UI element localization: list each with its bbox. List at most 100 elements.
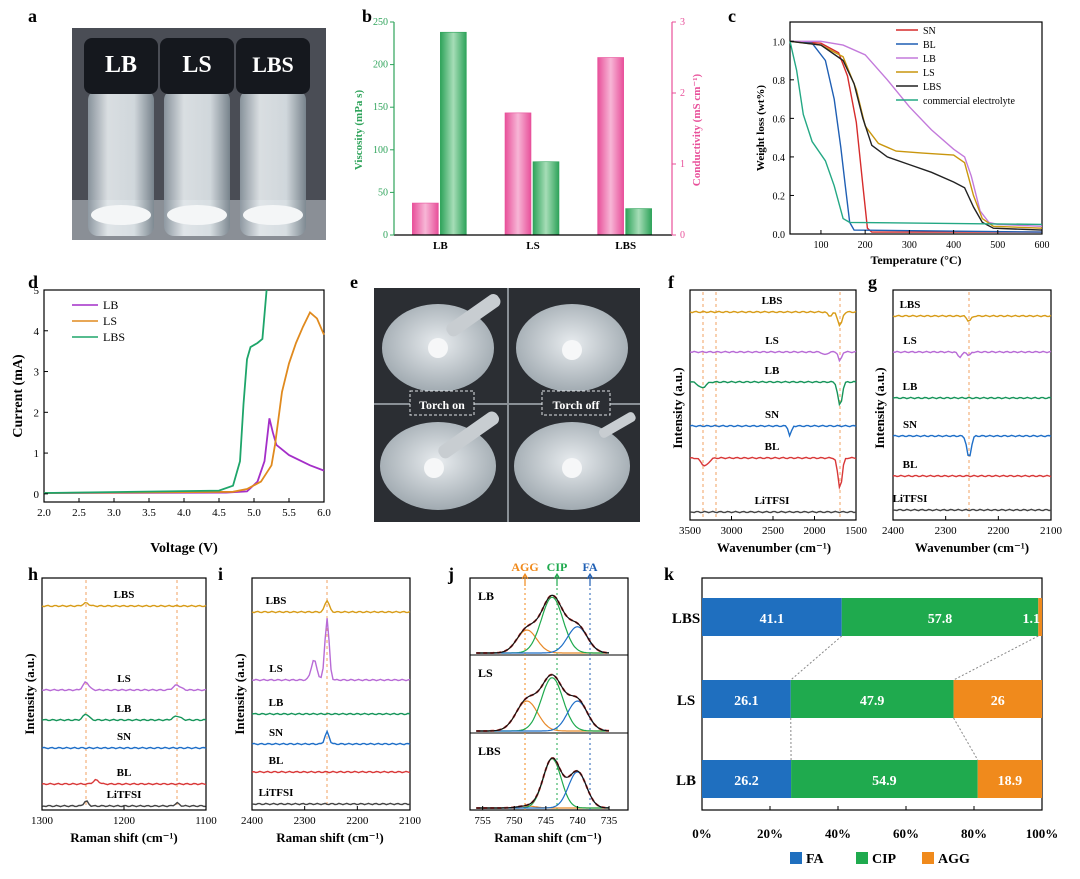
c-xlabel: Temperature (°C) — [870, 253, 961, 267]
trace-label-bl: BL — [117, 767, 132, 779]
xtick-label: 6.0 — [317, 507, 331, 519]
f-xlabel: Wavenumber (cm⁻¹) — [717, 540, 831, 555]
xtick-label: 1500 — [845, 525, 868, 537]
legend-label: LB — [923, 54, 936, 65]
xtick-label: 3.5 — [142, 507, 156, 519]
xtick-label: 5.0 — [247, 507, 261, 519]
xtick-label: 3000 — [721, 525, 744, 537]
bar-agg-ls — [953, 680, 1042, 718]
trace-ls — [251, 618, 411, 682]
svg-text:i: i — [218, 564, 223, 584]
trace-label-litfsi: LiTFSI — [259, 787, 294, 799]
bar-conductivity-lb — [412, 202, 439, 236]
fit-sum — [476, 594, 609, 654]
trace-ls — [689, 350, 857, 363]
trace-label-lb: LB — [117, 703, 132, 715]
panel-e-photo: Torch on Torch off — [374, 288, 640, 522]
connector — [953, 635, 1039, 681]
value-agg-ls: 26 — [991, 694, 1005, 709]
trace-label-bl: BL — [903, 459, 918, 471]
peak-arrow — [521, 572, 529, 586]
xtick-label: 2000 — [804, 525, 827, 537]
trace-label-litfsi: LiTFSI — [755, 495, 790, 507]
raw-spectrum — [476, 594, 609, 654]
svg-text:j: j — [447, 564, 454, 584]
xtick-label: 4.0 — [177, 507, 191, 519]
trace-label-litfsi: LiTFSI — [893, 493, 928, 505]
trace-litfsi — [251, 802, 411, 806]
legend-label: commercial electrolyte — [923, 96, 1015, 107]
bar-viscosity-ls — [532, 161, 560, 236]
xtick-label: 500 — [990, 240, 1005, 251]
xtick-label: 750 — [506, 815, 523, 827]
trace-label-sn: SN — [765, 409, 779, 421]
vial-label-lb: LB — [105, 52, 137, 78]
trace-label-ls: LS — [117, 673, 130, 685]
trace-lb — [41, 713, 207, 722]
xtick-label: 1100 — [195, 815, 217, 827]
bar-conductivity-ls — [504, 112, 532, 236]
b-ylabel2: Conductivity (mS cm⁻¹) — [691, 73, 703, 186]
legend-label: LS — [923, 68, 935, 79]
trace-ls — [892, 350, 1052, 359]
vial-lbs: LBS — [236, 38, 310, 236]
trace-label-ls: LS — [903, 335, 916, 347]
value-fa-lb: 26.2 — [734, 774, 759, 789]
panel-f-chart: LBS LS LB SN BL LiTFSI 3500 3000 2500 2000 1500 W… — [670, 289, 868, 555]
panel-h-chart: LBS LS LB SN BL LiTFSI 1300 1200 1100 Raman shi… — [22, 577, 217, 845]
b-ytick2-label: 1 — [680, 159, 685, 170]
bar-fa-lb — [702, 760, 792, 798]
xtick-label: 740 — [569, 815, 586, 827]
fit-cip — [476, 758, 609, 809]
xtick-label: 40% — [825, 826, 851, 841]
xtick-label: 300 — [902, 240, 917, 251]
ytick-label: 3 — [34, 367, 40, 379]
series-lb — [790, 40, 1043, 227]
trace-sn — [689, 424, 857, 438]
legend-label: LBS — [923, 82, 941, 93]
xtick-label: 2300 — [294, 815, 317, 827]
xtick-label: 3.0 — [107, 507, 121, 519]
raw-spectrum — [476, 673, 610, 732]
trace-label-ls: LS — [765, 335, 778, 347]
xtick-label: 2200 — [987, 525, 1010, 537]
series-lb — [43, 418, 325, 494]
xtick-label: 1300 — [31, 815, 54, 827]
trace-label-bl: BL — [765, 441, 780, 453]
svg-text:d: d — [28, 272, 38, 292]
trace-label-sn: SN — [903, 419, 917, 431]
xtick-label: 755 — [474, 815, 491, 827]
ytick-label: 0.2 — [773, 191, 786, 202]
h-xlabel: Raman shift (cm⁻¹) — [70, 830, 178, 845]
trace-label-litfsi: LiTFSI — [107, 789, 142, 801]
ytick-label: 4 — [34, 326, 40, 338]
series-ls — [43, 310, 325, 494]
panel-c-chart: 100 200 300 400 500 600 0.0 0.2 0.4 0.6 0.8 1.0 SN… — [755, 21, 1050, 267]
bar-cip-lb — [791, 760, 978, 798]
xtick-label: 3500 — [679, 525, 702, 537]
b-xtick-lb: LB — [433, 240, 448, 252]
trace-bl — [689, 456, 857, 490]
j-xlabel: Raman shift (cm⁻¹) — [494, 830, 602, 845]
trace-lbs — [689, 310, 857, 328]
trace-bl — [251, 770, 411, 774]
series-commercial-electrolyte — [789, 41, 1043, 226]
f-ylabel: Intensity (a.u.) — [670, 367, 685, 448]
b-ytick-label: 200 — [373, 60, 388, 71]
subplot-label-ls: LS — [478, 666, 493, 680]
svg-text:c: c — [728, 6, 736, 26]
trace-lbs — [41, 601, 207, 608]
peak-arrow — [586, 572, 594, 586]
b-ytick2-label: 3 — [680, 17, 685, 28]
xtick-label: 4.5 — [212, 507, 226, 519]
trace-label-bl: BL — [269, 755, 284, 767]
xtick-label: 100 — [813, 240, 828, 251]
svg-text:g: g — [868, 272, 877, 292]
legend-swatch-agg — [922, 852, 934, 864]
g-xlabel: Wavenumber (cm⁻¹) — [915, 540, 1029, 555]
b-ytick2-label: 0 — [680, 230, 685, 241]
trace-label-lb: LB — [269, 697, 284, 709]
c-ylabel: Weight loss (wt%) — [755, 85, 767, 172]
legend-label: LBS — [103, 330, 125, 344]
legend-swatch-fa — [790, 852, 802, 864]
